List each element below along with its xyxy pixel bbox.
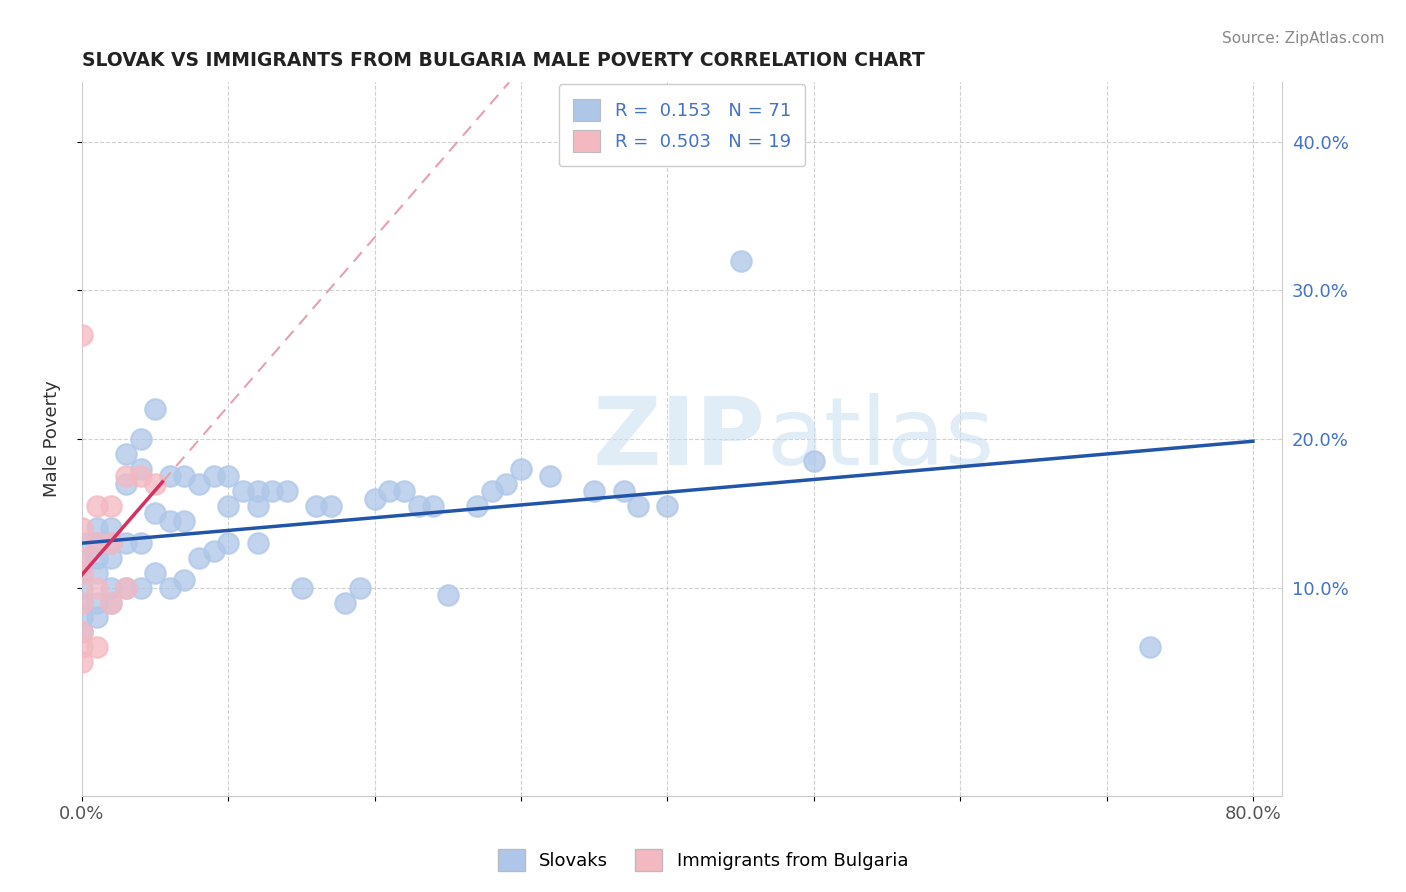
Point xyxy=(217,469,239,483)
Point xyxy=(217,536,239,550)
Point xyxy=(70,625,93,640)
Point xyxy=(70,655,93,669)
Point xyxy=(510,462,533,476)
Point xyxy=(115,447,138,461)
Point xyxy=(143,402,166,417)
Point xyxy=(115,581,138,595)
Point xyxy=(319,499,342,513)
Point xyxy=(232,484,254,499)
Point xyxy=(246,484,269,499)
Point xyxy=(100,536,122,550)
Point xyxy=(70,566,93,580)
Point xyxy=(100,499,122,513)
Point xyxy=(1139,640,1161,654)
Point xyxy=(86,610,108,624)
Text: Source: ZipAtlas.com: Source: ZipAtlas.com xyxy=(1222,31,1385,46)
Point xyxy=(262,484,284,499)
Point xyxy=(129,469,152,483)
Point xyxy=(129,581,152,595)
Point xyxy=(276,484,298,499)
Point xyxy=(70,610,93,624)
Point xyxy=(803,454,825,468)
Point xyxy=(538,469,561,483)
Point xyxy=(173,574,195,588)
Point xyxy=(378,484,401,499)
Point xyxy=(70,551,93,566)
Point xyxy=(86,521,108,535)
Point xyxy=(495,476,517,491)
Point xyxy=(305,499,328,513)
Text: atlas: atlas xyxy=(766,393,994,485)
Point xyxy=(70,536,93,550)
Point xyxy=(627,499,650,513)
Point xyxy=(217,499,239,513)
Point xyxy=(129,432,152,446)
Point xyxy=(173,469,195,483)
Point xyxy=(246,499,269,513)
Point xyxy=(202,543,225,558)
Point xyxy=(100,595,122,609)
Point xyxy=(129,536,152,550)
Point xyxy=(159,469,181,483)
Point xyxy=(100,521,122,535)
Point xyxy=(70,521,93,535)
Point xyxy=(143,566,166,580)
Point xyxy=(70,566,93,580)
Point xyxy=(437,588,460,602)
Y-axis label: Male Poverty: Male Poverty xyxy=(44,381,60,498)
Point xyxy=(70,595,93,609)
Point xyxy=(100,551,122,566)
Text: ZIP: ZIP xyxy=(593,393,766,485)
Point xyxy=(115,469,138,483)
Point xyxy=(70,625,93,640)
Point xyxy=(730,253,752,268)
Point xyxy=(100,536,122,550)
Point xyxy=(86,536,108,550)
Point xyxy=(70,328,93,343)
Point xyxy=(143,507,166,521)
Point xyxy=(86,581,108,595)
Point xyxy=(188,551,211,566)
Point xyxy=(188,476,211,491)
Point xyxy=(657,499,679,513)
Text: SLOVAK VS IMMIGRANTS FROM BULGARIA MALE POVERTY CORRELATION CHART: SLOVAK VS IMMIGRANTS FROM BULGARIA MALE … xyxy=(82,51,925,70)
Point xyxy=(115,581,138,595)
Point xyxy=(70,595,93,609)
Point xyxy=(481,484,503,499)
Point xyxy=(173,514,195,528)
Point xyxy=(115,536,138,550)
Point xyxy=(465,499,488,513)
Point xyxy=(246,536,269,550)
Point xyxy=(364,491,387,506)
Point xyxy=(115,476,138,491)
Point xyxy=(100,581,122,595)
Point xyxy=(408,499,430,513)
Point xyxy=(70,581,93,595)
Point xyxy=(86,551,108,566)
Point xyxy=(86,536,108,550)
Point xyxy=(143,476,166,491)
Point xyxy=(86,595,108,609)
Point xyxy=(202,469,225,483)
Point xyxy=(100,595,122,609)
Point xyxy=(70,640,93,654)
Point xyxy=(349,581,371,595)
Point xyxy=(86,566,108,580)
Point xyxy=(422,499,444,513)
Point xyxy=(159,581,181,595)
Point xyxy=(70,551,93,566)
Point xyxy=(290,581,312,595)
Legend: Slovaks, Immigrants from Bulgaria: Slovaks, Immigrants from Bulgaria xyxy=(491,842,915,879)
Point xyxy=(392,484,415,499)
Legend: R =  0.153   N = 71, R =  0.503   N = 19: R = 0.153 N = 71, R = 0.503 N = 19 xyxy=(558,84,806,166)
Point xyxy=(86,640,108,654)
Point xyxy=(612,484,634,499)
Point xyxy=(583,484,606,499)
Point xyxy=(335,595,357,609)
Point xyxy=(159,514,181,528)
Point xyxy=(129,462,152,476)
Point xyxy=(86,499,108,513)
